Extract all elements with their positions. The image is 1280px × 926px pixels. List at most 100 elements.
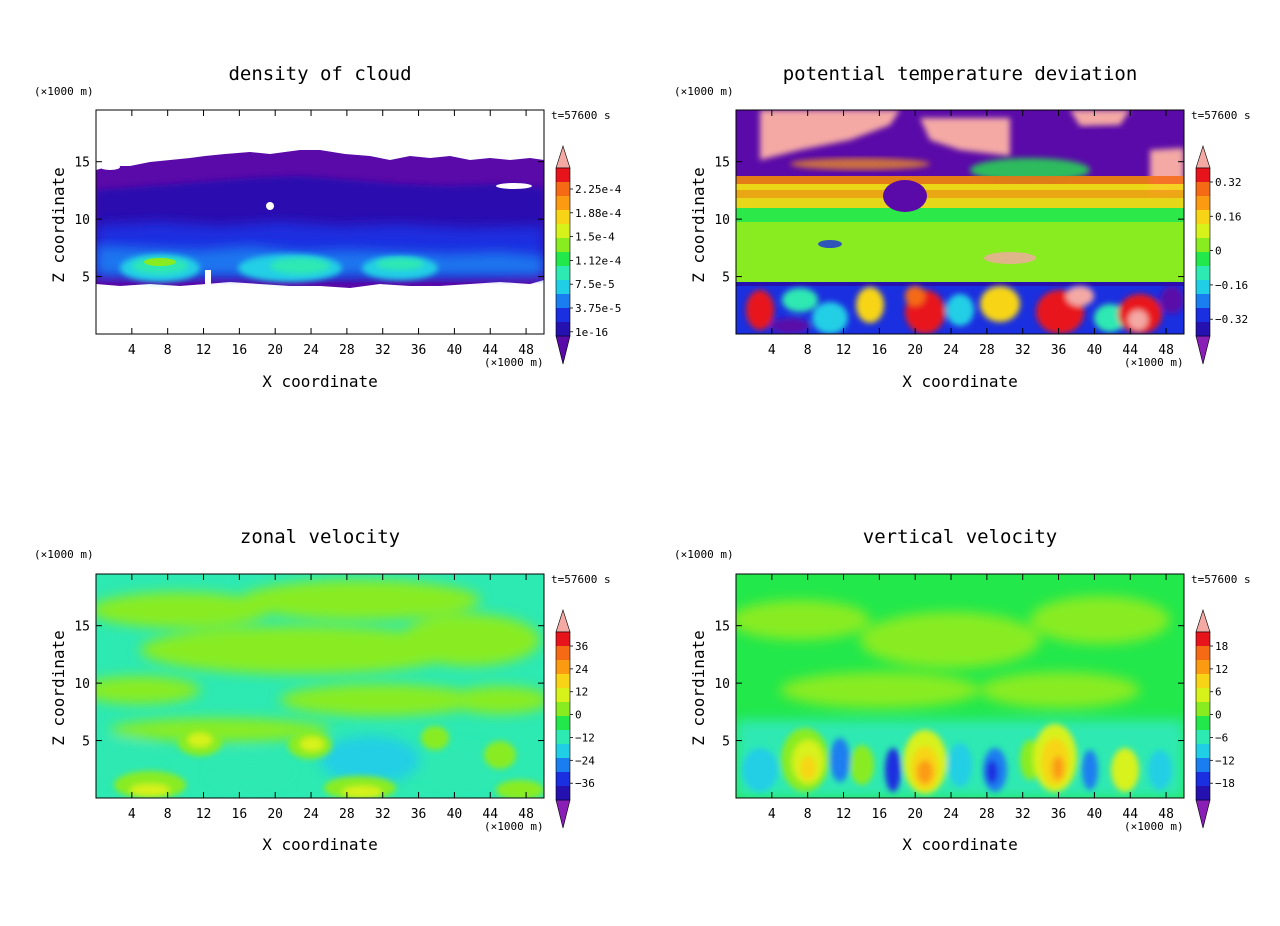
colorbar-swatch xyxy=(1196,702,1210,717)
y-ticks: 5 10 15 xyxy=(714,156,1184,286)
colorbar-label: −12 xyxy=(1215,754,1235,767)
colorbar-swatch xyxy=(556,730,570,745)
colorbar-frame xyxy=(1195,167,1211,337)
colorbar-swatch xyxy=(556,280,570,295)
colorbar-label: 12 xyxy=(1215,663,1228,676)
x-tick-label: 44 xyxy=(482,343,498,358)
colorbar-swatch xyxy=(556,266,570,281)
heatmap-field xyxy=(96,574,544,798)
colorbar-swatch xyxy=(1196,196,1210,211)
y-unit-label: (×1000 m) xyxy=(674,548,734,561)
colorbar-frame xyxy=(555,631,571,801)
panel-vertical-velocity: vertical velocity (×1000 m) t=57600 s (×… xyxy=(674,526,1251,854)
colorbar-swatch xyxy=(556,182,570,197)
chart-title: density of cloud xyxy=(228,63,411,85)
x-tick-label: 40 xyxy=(1087,343,1103,358)
panel-potential-temperature-deviation: potential temperature deviation (×1000 m… xyxy=(674,63,1251,391)
colorbar-swatch xyxy=(556,772,570,787)
x-tick-label: 12 xyxy=(196,807,212,822)
plot-frame xyxy=(95,573,545,799)
x-unit-label: (×1000 m) xyxy=(484,356,544,369)
colorbar-label: −12 xyxy=(575,731,595,744)
heatmap-field xyxy=(96,110,544,334)
y-tick-label: 15 xyxy=(74,620,90,635)
x-tick-label: 8 xyxy=(164,343,172,358)
y-tick-label: 10 xyxy=(74,213,90,228)
x-ticks: 4 8 12 16 20 24 28 32 36 40 44 48 xyxy=(768,110,1174,358)
y-tick-label: 10 xyxy=(714,213,730,228)
colorbar-label: −0.32 xyxy=(1215,313,1248,326)
colorbar-swatch xyxy=(1196,266,1210,281)
x-tick-label: 4 xyxy=(128,807,136,822)
colorbar-label: −6 xyxy=(1215,731,1228,744)
colorbar-label: 36 xyxy=(575,640,588,653)
x-tick-label: 36 xyxy=(1051,807,1067,822)
x-tick-label: 20 xyxy=(267,807,283,822)
time-label: t=57600 s xyxy=(551,573,611,586)
x-tick-label: 40 xyxy=(447,343,463,358)
x-tick-label: 8 xyxy=(804,343,812,358)
colorbar-swatch xyxy=(1196,224,1210,239)
x-tick-label: 16 xyxy=(872,343,888,358)
x-unit-label: (×1000 m) xyxy=(1124,356,1184,369)
colorbar-swatch xyxy=(1196,280,1210,295)
x-tick-label: 44 xyxy=(1122,807,1138,822)
colorbar: 0.32 0.16 0 −0.16 −0.32 xyxy=(1195,145,1248,365)
colorbar-swatch xyxy=(556,322,570,337)
colorbar-label: 1.5e-4 xyxy=(575,231,615,244)
x-unit-label: (×1000 m) xyxy=(1124,820,1184,833)
x-tick-label: 20 xyxy=(267,343,283,358)
x-ticks: 4 8 12 16 20 24 28 32 36 40 44 48 xyxy=(768,574,1174,822)
colorbar-label: 0.32 xyxy=(1215,176,1242,189)
colorbar-swatch xyxy=(1196,688,1210,703)
colorbar-label: 18 xyxy=(1215,640,1228,653)
colorbar-extend-bottom xyxy=(1195,799,1211,829)
colorbar-swatch xyxy=(1196,772,1210,787)
colorbar-frame xyxy=(1195,631,1211,801)
time-label: t=57600 s xyxy=(551,109,611,122)
y-tick-label: 10 xyxy=(714,677,730,692)
colorbar-label: 1.12e-4 xyxy=(575,254,622,267)
y-unit-label: (×1000 m) xyxy=(34,85,94,98)
colorbar-swatch xyxy=(556,168,570,183)
colorbar-swatch xyxy=(556,716,570,731)
y-tick-label: 5 xyxy=(722,271,730,286)
colorbar-label: −18 xyxy=(1215,777,1235,790)
x-tick-label: 48 xyxy=(518,343,534,358)
colorbar-label: 1e-16 xyxy=(575,326,608,339)
colorbar-swatch xyxy=(556,646,570,661)
x-tick-label: 36 xyxy=(1051,343,1067,358)
colorbar-swatch xyxy=(556,688,570,703)
colorbar-swatch xyxy=(1196,294,1210,309)
y-tick-label: 5 xyxy=(82,271,90,286)
colorbar-label: 0 xyxy=(575,709,582,722)
colorbar-swatch xyxy=(1196,210,1210,225)
colorbar-swatch xyxy=(556,210,570,225)
colorbar-swatch xyxy=(1196,632,1210,647)
colorbar: 2.25e-4 1.88e-4 1.5e-4 1.12e-4 7.5e-5 3.75e-5… xyxy=(555,145,622,365)
x-tick-label: 48 xyxy=(1158,343,1174,358)
x-tick-label: 40 xyxy=(1087,807,1103,822)
colorbar-swatch xyxy=(1196,744,1210,759)
chart-title: vertical velocity xyxy=(863,526,1057,548)
colorbar-extend-top xyxy=(1195,609,1211,633)
x-tick-label: 28 xyxy=(339,807,355,822)
colorbar-swatch xyxy=(556,252,570,267)
colorbar-extend-top xyxy=(1195,145,1211,169)
colorbar-swatch xyxy=(556,702,570,717)
colorbar-swatch xyxy=(556,786,570,801)
x-tick-label: 48 xyxy=(1158,807,1174,822)
x-tick-label: 32 xyxy=(375,807,391,822)
y-tick-label: 10 xyxy=(74,677,90,692)
colorbar-swatch xyxy=(1196,182,1210,197)
x-tick-label: 4 xyxy=(768,343,776,358)
time-label: t=57600 s xyxy=(1191,109,1251,122)
x-tick-label: 24 xyxy=(943,807,959,822)
colorbar-label: 1.88e-4 xyxy=(575,207,622,220)
x-ticks: 4 8 12 16 20 24 28 32 36 40 44 48 xyxy=(128,110,534,358)
plot-frame xyxy=(735,573,1185,799)
colorbar: 18 12 6 0 −6 −12 −18 xyxy=(1195,609,1235,829)
x-tick-label: 24 xyxy=(303,343,319,358)
colorbar-label: 24 xyxy=(575,663,589,676)
y-axis-label: Z coordinate xyxy=(49,167,68,283)
